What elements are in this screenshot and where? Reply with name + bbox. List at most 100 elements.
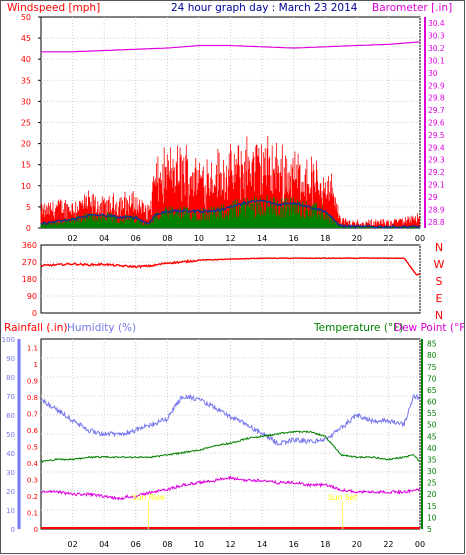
x-tick-label: 22 (383, 234, 393, 243)
barometer-tick-label: 30.3 (428, 32, 445, 41)
humidity-tick-label: 60 (6, 412, 15, 420)
humidity-tick-label: 40 (6, 450, 15, 458)
x-tick-label: 06 (131, 234, 141, 243)
x-tick-label: 18 (320, 540, 330, 549)
x-tick-label: 00 (415, 234, 425, 243)
direction-tick-label: 270 (22, 258, 37, 267)
barometer-tick-label: 29.1 (428, 181, 445, 190)
barometer-tick-label: 29.8 (428, 94, 445, 103)
x-tick-label: 16 (289, 540, 299, 549)
x-tick-label: 14 (257, 234, 267, 243)
barometer-tick-label: 28.8 (428, 218, 445, 227)
x-tick-label: 00 (415, 540, 425, 549)
temperature-tick-label: 40 (427, 444, 437, 453)
windspeed-tick-label: 35 (21, 76, 31, 85)
rainfall-tick-label: 0.7 (27, 410, 38, 418)
x-tick-label: 16 (289, 234, 299, 243)
dewpoint-line (40, 475, 421, 501)
humidity-tick-label: 100 (2, 336, 15, 344)
temperature-tick-label: 5 (427, 525, 432, 534)
windspeed-tick-label: 45 (21, 34, 31, 43)
rainfall-tick-label: 0 (34, 526, 38, 534)
rainfall-tick-label: 0.9 (27, 377, 38, 385)
temperature-tick-label: 15 (427, 502, 437, 511)
humidity-tick-label: 80 (6, 374, 15, 382)
temperature-tick-label: 50 (427, 421, 437, 430)
temperature-tick-label: 45 (427, 432, 437, 441)
temperature-tick-label: 85 (427, 340, 437, 349)
temperature-axis-label: Temperature (°F) (314, 322, 404, 334)
x-tick-label: 12 (225, 540, 235, 549)
temperature-tick-label: 55 (427, 409, 437, 418)
humidity-tick-label: 70 (6, 393, 15, 401)
direction-tick-label: 0 (32, 309, 37, 318)
humidity-tick-label: 0 (11, 526, 15, 534)
wind-average-line (40, 199, 421, 230)
dewpoint-axis-label: Dew Point (°F) (394, 322, 465, 334)
humidity-tick-label: 50 (6, 431, 15, 439)
barometer-tick-label: 30 (428, 69, 438, 78)
rainfall-tick-label: 1 (34, 361, 38, 369)
rainfall-tick-label: 0.5 (27, 443, 38, 451)
x-tick-label: 02 (67, 540, 77, 549)
temperature-tick-label: 20 (427, 490, 437, 499)
rainfall-axis-label: Rainfall (.in) (4, 322, 68, 334)
barometer-line (41, 41, 421, 53)
x-tick-label: 22 (383, 540, 393, 549)
rainfall-tick-label: 0.2 (27, 493, 38, 501)
x-tick-label: 02 (67, 234, 77, 243)
rainfall-tick-label: 0.8 (27, 394, 38, 402)
sun-annotation-label: Sun Rise (132, 493, 165, 502)
barometer-tick-label: 28.9 (428, 205, 445, 214)
temperature-tick-label: 65 (427, 386, 437, 395)
temperature-tick-label: 30 (427, 467, 437, 476)
windspeed-tick-label: 0 (26, 224, 31, 233)
windspeed-tick-label: 25 (21, 119, 31, 128)
barometer-tick-label: 29.6 (428, 119, 445, 128)
direction-tick-label: 90 (27, 292, 37, 301)
temperature-tick-label: 10 (427, 513, 437, 522)
x-tick-label: 04 (99, 540, 109, 549)
rainfall-tick-label: 1.1 (27, 344, 38, 352)
x-tick-label: 14 (257, 540, 267, 549)
barometer-tick-label: 29 (428, 193, 438, 202)
compass-label: W (434, 258, 445, 271)
x-tick-label: 10 (194, 540, 204, 549)
humidity-tick-label: 10 (6, 507, 15, 515)
compass-label: N (435, 309, 443, 322)
x-tick-label: 20 (352, 540, 362, 549)
humidity-line (40, 393, 421, 446)
windspeed-tick-label: 10 (21, 182, 31, 191)
temperature-tick-label: 25 (427, 479, 437, 488)
sun-annotation-label: Sun Set (328, 493, 357, 502)
barometer-tick-label: 29.2 (428, 168, 445, 177)
humidity-axis-label: Humidity (%) (67, 322, 137, 334)
humidity-tick-label: 20 (6, 488, 15, 496)
rainfall-tick-label: 0.4 (27, 460, 39, 468)
rainfall-tick-label: 0.3 (27, 476, 38, 484)
barometer-tick-label: 29.9 (428, 81, 445, 90)
rainfall-tick-label: 0.1 (27, 509, 38, 517)
rainfall-tick-label: 0.6 (27, 427, 39, 435)
graph-title: 24 hour graph day : March 23 2014 (171, 2, 358, 14)
barometer-tick-label: 30.2 (428, 44, 445, 53)
x-tick-label: 20 (352, 234, 362, 243)
compass-label: S (436, 275, 443, 288)
windspeed-tick-label: 20 (21, 140, 31, 149)
temperature-tick-label: 75 (427, 363, 437, 372)
windspeed-tick-label: 5 (26, 203, 31, 212)
x-tick-label: 04 (99, 234, 109, 243)
x-tick-label: 10 (194, 234, 204, 243)
barometer-tick-label: 29.5 (428, 131, 445, 140)
x-tick-label: 06 (131, 540, 141, 549)
direction-tick-label: 180 (22, 275, 37, 284)
windspeed-axis-label: Windspeed [mph] (7, 2, 101, 14)
barometer-tick-label: 29.3 (428, 156, 445, 165)
windspeed-tick-label: 40 (21, 55, 31, 64)
barometer-tick-label: 29.4 (428, 143, 445, 152)
temperature-tick-label: 60 (427, 398, 437, 407)
temperature-tick-label: 70 (427, 374, 437, 383)
x-tick-label: 12 (225, 234, 235, 243)
x-tick-label: 08 (162, 540, 172, 549)
